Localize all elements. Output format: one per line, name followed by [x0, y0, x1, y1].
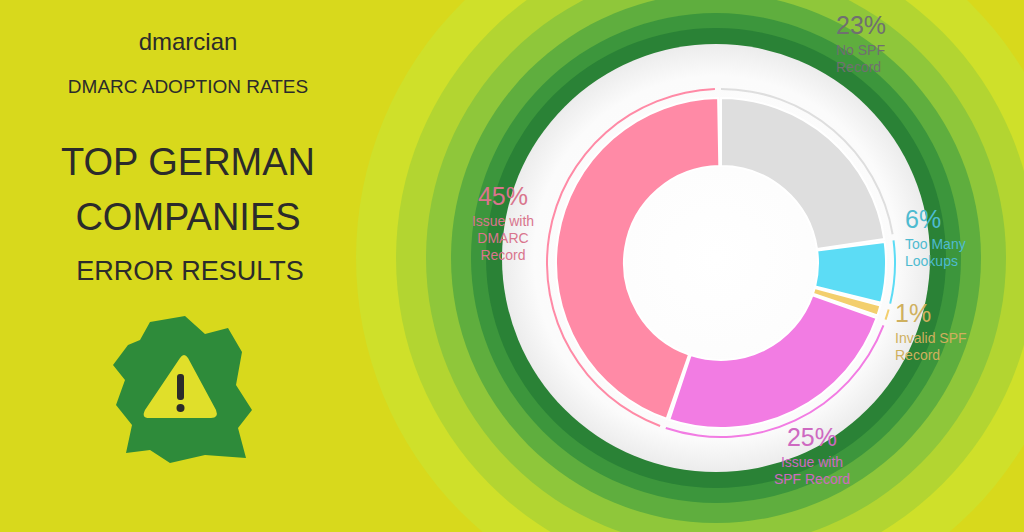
svg-text:COMPANIES: COMPANIES [75, 196, 300, 238]
svg-text:23%No SPFRecord: 23%No SPFRecord [836, 11, 886, 75]
svg-text:ERROR RESULTS: ERROR RESULTS [76, 256, 304, 286]
svg-text:DMARC ADOPTION RATES: DMARC ADOPTION RATES [68, 76, 308, 97]
svg-text:dmarcian: dmarcian [139, 28, 238, 55]
svg-text:6%Too ManyLookups: 6%Too ManyLookups [905, 205, 966, 269]
svg-text:25%Issue withSPF Record: 25%Issue withSPF Record [774, 423, 850, 487]
svg-text:45%Issue withDMARCRecord: 45%Issue withDMARCRecord [472, 182, 534, 263]
svg-text:1%Invalid SPFRecord: 1%Invalid SPFRecord [895, 299, 967, 363]
svg-text:TOP GERMAN: TOP GERMAN [61, 141, 315, 183]
